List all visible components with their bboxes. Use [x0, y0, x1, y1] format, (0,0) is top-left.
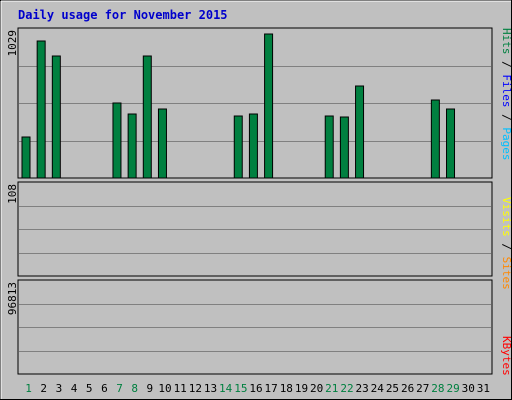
x-tick-label: 2: [40, 382, 47, 395]
legend-visits: Visits: [500, 197, 512, 237]
x-tick-label: 21: [325, 382, 338, 395]
x-tick-label: 28: [431, 382, 444, 395]
x-tick-label: 10: [158, 382, 171, 395]
legend-kbytes: KBytes: [500, 336, 512, 376]
bars: [21, 33, 456, 179]
hits-bar: [355, 85, 365, 179]
x-tick-label: 6: [101, 382, 108, 395]
x-tick-label: 14: [219, 382, 233, 395]
legend-sep-1: /: [500, 55, 512, 75]
legend-hits: Hits: [500, 28, 512, 55]
legend-hits-files-pages: Hits / Files / Pages: [500, 28, 512, 161]
x-tick-label: 3: [56, 382, 63, 395]
hits-bar: [264, 33, 274, 179]
x-tick-label: 31: [477, 382, 490, 395]
hits-bar: [248, 113, 258, 179]
x-tick-label: 12: [189, 382, 202, 395]
x-tick-label: 4: [71, 382, 78, 395]
legend-sites: Sites: [500, 257, 512, 290]
x-tick-label: 13: [204, 382, 217, 395]
x-tick-label: 11: [174, 382, 187, 395]
legend-files: Files: [500, 74, 512, 107]
x-tick-label: 24: [371, 382, 385, 395]
x-tick-label: 18: [280, 382, 293, 395]
x-tick-label: 19: [295, 382, 308, 395]
x-tick-label: 8: [131, 382, 138, 395]
hits-bar: [446, 108, 456, 179]
legend-sep-3: /: [500, 237, 512, 257]
x-tick-label: 20: [310, 382, 323, 395]
x-tick-label: 16: [249, 382, 262, 395]
hits-bar: [112, 102, 122, 179]
grid-lines: [19, 66, 491, 352]
hits-bar: [21, 136, 31, 179]
x-tick-label: 7: [116, 382, 123, 395]
x-tick-label: 9: [147, 382, 154, 395]
x-tick-label: 26: [401, 382, 414, 395]
hits-bar: [36, 40, 46, 179]
x-tick-label: 23: [356, 382, 369, 395]
y-max-label-kbytes: 96813: [6, 282, 19, 315]
x-tick-label: 5: [86, 382, 93, 395]
x-tick-label: 29: [446, 382, 459, 395]
legend-pages: Pages: [500, 127, 512, 160]
x-tick-label: 30: [462, 382, 475, 395]
x-tick-label: 17: [265, 382, 278, 395]
x-tick-label: 15: [234, 382, 247, 395]
x-axis-day-labels: 1 2 3 4 5 6 7 8 9 10 11 12 13 14 15 16 17 18 19 20 21 22 23 24 2…: [25, 382, 490, 395]
hits-bar: [142, 55, 152, 179]
y-max-label-hits: 1029: [6, 30, 19, 57]
hits-bar: [157, 108, 167, 179]
hits-bar: [51, 55, 61, 179]
y-max-label-visits: 108: [6, 184, 19, 204]
hits-bar: [127, 113, 137, 179]
x-tick-label: 1: [25, 382, 32, 395]
hits-bar: [430, 99, 440, 179]
hits-bar: [339, 116, 349, 179]
x-tick-label: 27: [416, 382, 429, 395]
legend-kbytes-label: KBytes: [500, 336, 512, 376]
legend-sep-2: /: [500, 108, 512, 128]
hits-bar: [233, 115, 243, 179]
legend-visits-sites: Visits / Sites: [500, 197, 512, 290]
x-tick-label: 25: [386, 382, 399, 395]
chart-title: Daily usage for November 2015: [18, 8, 228, 22]
hits-bar: [324, 115, 334, 179]
x-tick-label: 22: [340, 382, 353, 395]
